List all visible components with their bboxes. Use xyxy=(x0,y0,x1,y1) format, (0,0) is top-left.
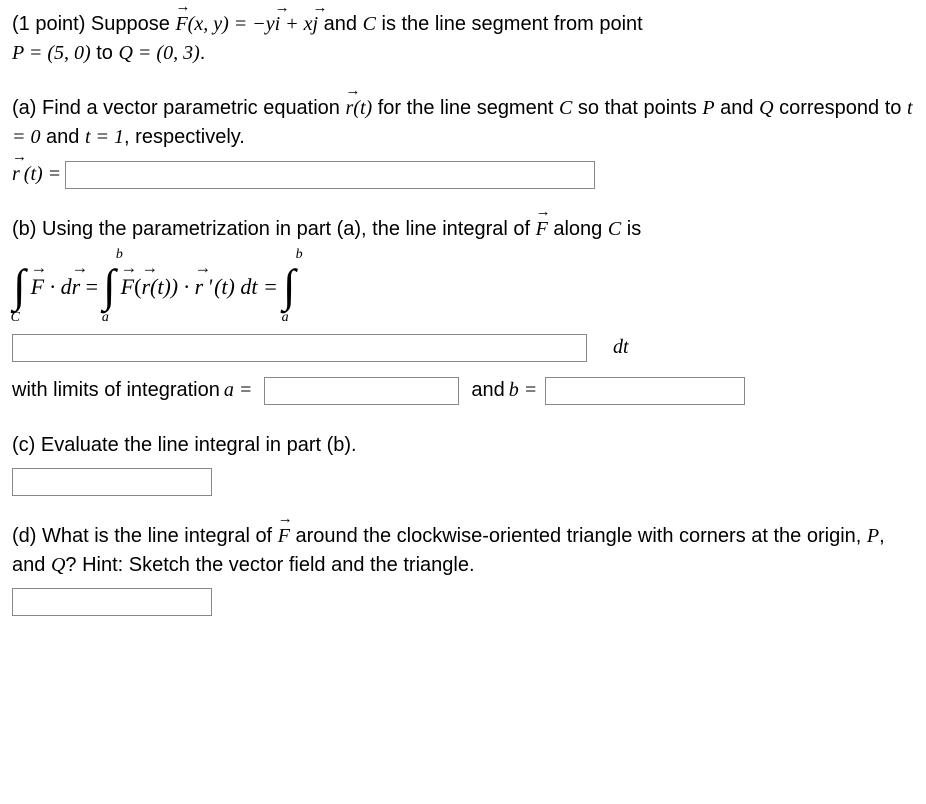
part-d-label2: around the clockwise-oriented triangle w… xyxy=(290,525,867,547)
period: . xyxy=(200,42,206,64)
F-args: (x, y) = −y xyxy=(188,13,275,35)
C-b: C xyxy=(608,218,621,240)
input-part-c[interactable] xyxy=(12,468,212,496)
part-b: (b) Using the parametrization in part (a… xyxy=(12,215,914,405)
C-a: C xyxy=(559,97,572,119)
input-integrand[interactable] xyxy=(12,334,587,362)
Frt2: (t)) · xyxy=(150,274,195,299)
integral-ab1: b ∫ a xyxy=(103,248,116,325)
rprime: ' (t) xyxy=(203,274,235,299)
Q-a: Q xyxy=(759,97,773,119)
and2: and xyxy=(41,126,85,148)
input-limit-a[interactable] xyxy=(264,377,459,405)
eq1: = xyxy=(80,274,98,299)
paren1: ( xyxy=(134,274,141,299)
input-limit-b[interactable] xyxy=(545,377,745,405)
integral-ab2: b ∫ a xyxy=(283,248,296,325)
dt-label: dt xyxy=(613,333,629,362)
unit-j: j xyxy=(313,10,319,39)
r-int2: r xyxy=(141,271,150,303)
r-eq-label: (t) = xyxy=(24,160,61,189)
part-d: (d) What is the line integral of F aroun… xyxy=(12,522,914,616)
text-mid2: so that points xyxy=(572,97,702,119)
text-and: and xyxy=(318,13,362,35)
dot-dr: · d xyxy=(44,274,72,299)
to-text: to xyxy=(91,42,119,64)
P-a: P xyxy=(702,97,714,119)
vector-F-b: F xyxy=(536,215,548,244)
F-int1: F xyxy=(31,271,44,303)
part-c: (c) Evaluate the line integral in part (… xyxy=(12,431,914,496)
part-a-label: (a) Find a vector parametric equation xyxy=(12,97,346,119)
P-d: P xyxy=(867,525,879,547)
and-b-text: and xyxy=(471,376,504,405)
C-label: C xyxy=(363,13,376,35)
a-eq-label: a = xyxy=(224,376,253,405)
vector-F: F xyxy=(175,10,187,39)
part-c-label: (c) Evaluate the line integral in part (… xyxy=(12,431,914,460)
integral-equation: b ∫ C F · dr = b ∫ a F(r(t)) · r ' (t) d… xyxy=(12,248,914,325)
b-eq-label: b = xyxy=(509,376,538,405)
P-eq: P = (5, 0) xyxy=(12,42,91,64)
integral-C: b ∫ C xyxy=(13,248,26,325)
and-a: and xyxy=(715,97,759,119)
along-text: along xyxy=(548,218,608,240)
limits-label: with limits of integration xyxy=(12,376,220,405)
input-r-t[interactable] xyxy=(65,161,595,189)
part-d-label1: (d) What is the line integral of xyxy=(12,525,278,547)
end-a: , respectively. xyxy=(124,126,245,148)
part-b-label: (b) Using the parametrization in part (a… xyxy=(12,218,536,240)
part-d-label3: ? Hint: Sketch the vector field and the … xyxy=(65,554,474,576)
Q-d: Q xyxy=(51,554,65,576)
input-part-d[interactable] xyxy=(12,588,212,616)
points-label: (1 point) Suppose xyxy=(12,13,175,35)
is-text: is xyxy=(621,218,641,240)
t1: t = 1 xyxy=(85,126,124,148)
vector-F-d: F xyxy=(278,522,290,551)
r-int1: r xyxy=(72,271,81,303)
unit-i: i xyxy=(275,10,281,39)
dt-eq: dt = xyxy=(235,274,278,299)
text-mid3: correspond to xyxy=(774,97,907,119)
Q-eq: Q = (0, 3) xyxy=(118,42,199,64)
part-a: (a) Find a vector parametric equation r(… xyxy=(12,94,914,189)
r-int3: r xyxy=(195,271,204,303)
plus-x: + x xyxy=(280,13,312,35)
r-arg: (t) xyxy=(353,97,372,119)
segment-text: is the line segment from point xyxy=(376,13,643,35)
problem-statement: (1 point) Suppose F(x, y) = −yi + xj and… xyxy=(12,10,914,68)
vector-r-eq: r xyxy=(12,160,20,189)
F-int2: F xyxy=(121,271,134,303)
text-mid1: for the line segment xyxy=(372,97,559,119)
vector-r-a: r xyxy=(346,94,354,123)
